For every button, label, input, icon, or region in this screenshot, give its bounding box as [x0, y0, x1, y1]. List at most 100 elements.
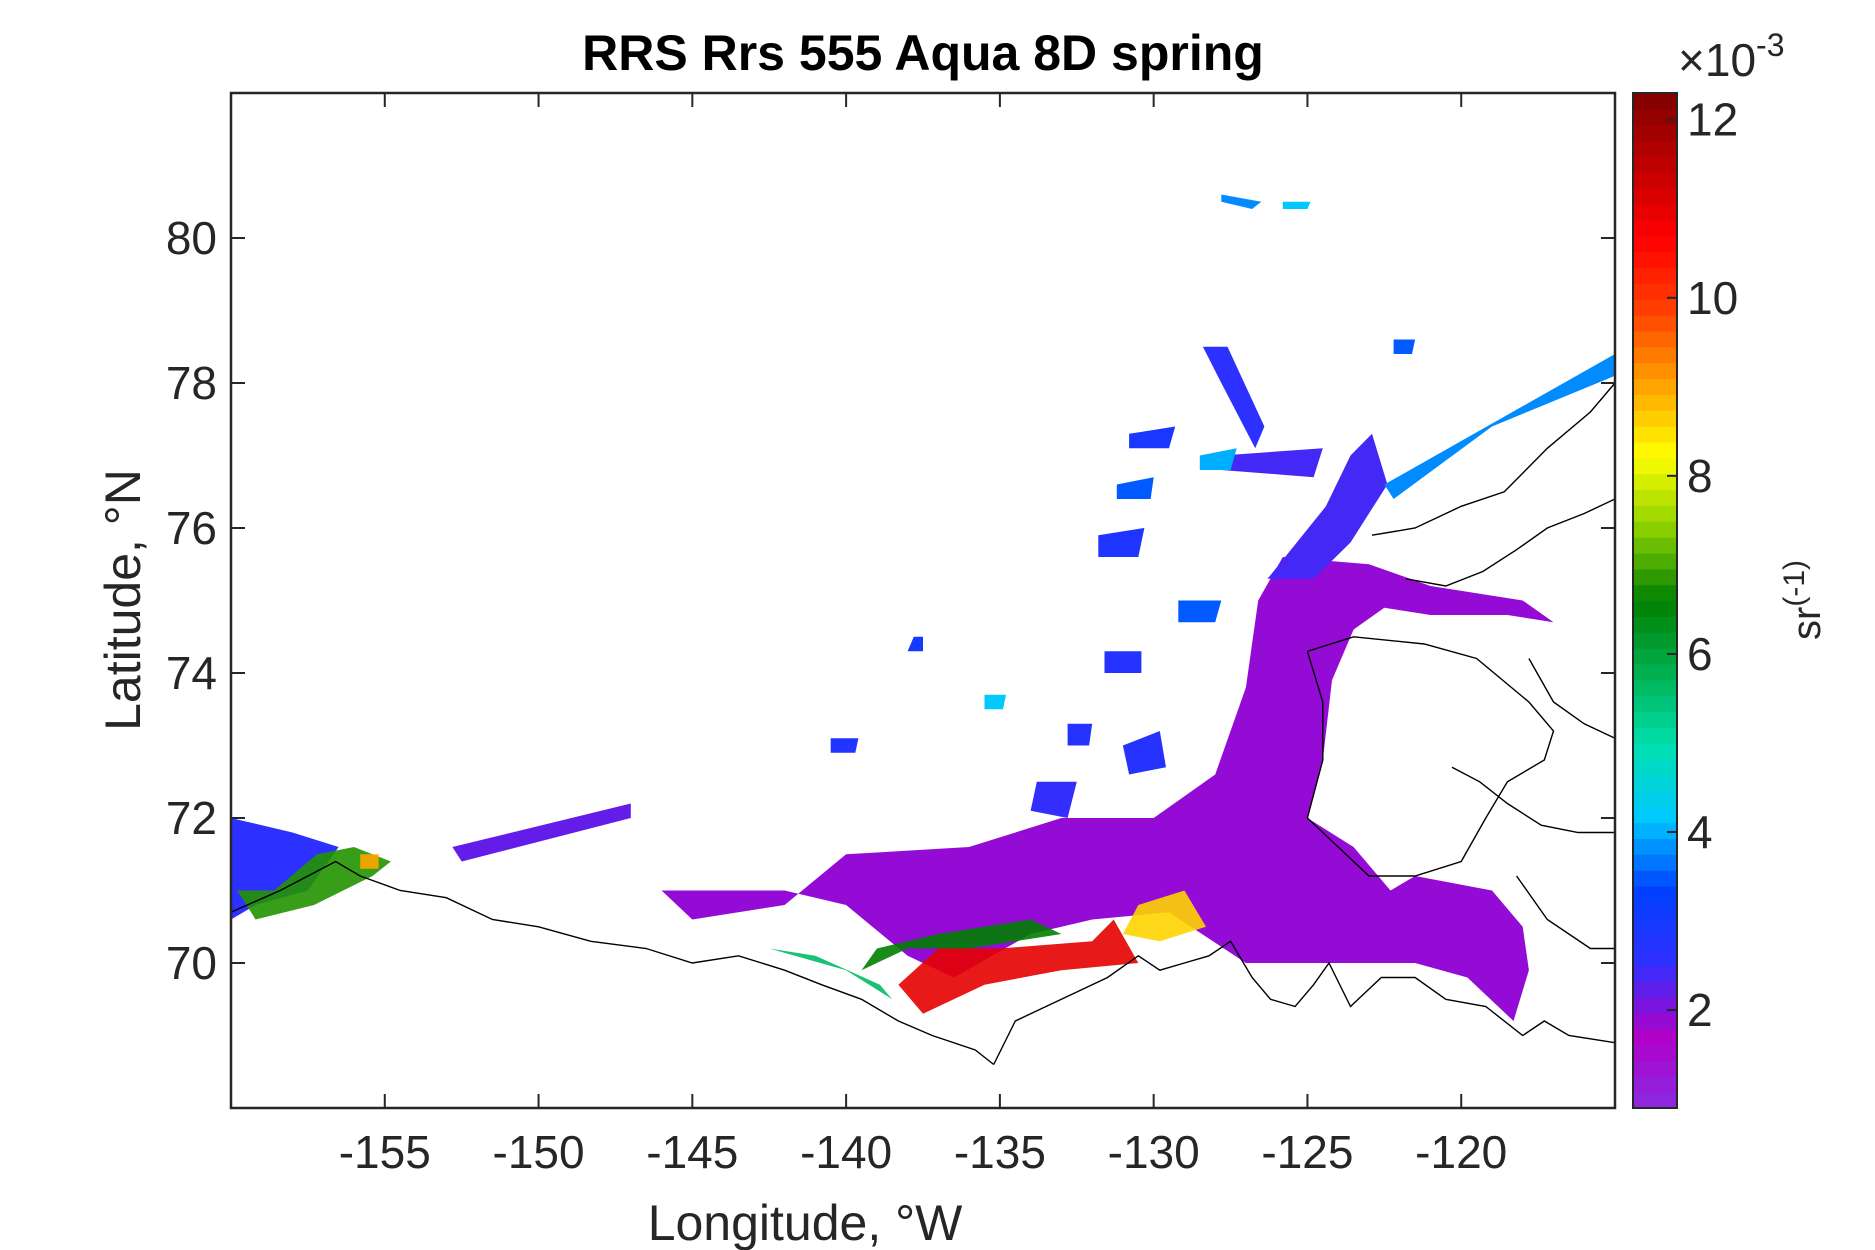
colorbar-swatch — [1633, 283, 1677, 300]
y-tick-label: 70 — [166, 937, 217, 989]
data-region — [452, 803, 631, 862]
colorbar-swatch — [1633, 727, 1677, 744]
colorbar-label: sr(-1) — [1778, 560, 1829, 640]
colorbar-swatch — [1633, 1060, 1677, 1077]
x-tick-label: -155 — [339, 1126, 431, 1178]
y-tick-label: 72 — [166, 792, 217, 844]
colorbar — [1633, 93, 1677, 1109]
coastline — [231, 860, 995, 1066]
colorbar-swatch — [1633, 267, 1677, 284]
colorbar-swatch — [1633, 743, 1677, 760]
x-tick-label: -135 — [954, 1126, 1046, 1178]
y-tick-label: 80 — [166, 212, 217, 264]
colorbar-swatch — [1633, 251, 1677, 269]
colorbar-swatch — [1633, 378, 1677, 395]
colorbar-swatch — [1633, 663, 1677, 681]
data-region — [1122, 731, 1166, 775]
colorbar-swatch — [1633, 949, 1677, 966]
colorbar-swatch — [1633, 695, 1677, 713]
x-tick-label: -125 — [1261, 1126, 1353, 1178]
colorbar-swatch — [1633, 172, 1677, 189]
data-region — [1178, 600, 1222, 623]
colorbar-swatch — [1633, 981, 1677, 998]
colorbar-swatch — [1633, 315, 1677, 332]
colorbar-swatch — [1633, 648, 1677, 665]
colorbar-swatch — [1633, 965, 1677, 982]
colorbar-swatch — [1633, 774, 1677, 792]
data-layer — [231, 194, 1615, 1021]
x-tick-label: -145 — [646, 1126, 738, 1178]
colorbar-swatch — [1633, 933, 1677, 951]
colorbar-swatch — [1633, 632, 1677, 649]
colorbar-swatch — [1633, 330, 1677, 348]
coastline — [1405, 498, 1615, 587]
colorbar-swatch — [1633, 584, 1677, 602]
tick-layer: -155 -150 -145 -140 -135 -130 -125 -120 70 72 74 76… — [166, 93, 1615, 1178]
colorbar-swatch — [1633, 299, 1677, 316]
colorbar-swatch — [1633, 457, 1677, 475]
colorbar-swatch — [1633, 1076, 1677, 1093]
colorbar-multiplier: ×10-3 — [1678, 27, 1784, 86]
colorbar-swatch — [1633, 679, 1677, 697]
colorbar-swatch — [1633, 711, 1677, 728]
colorbar-swatch — [1633, 806, 1677, 824]
coastline — [993, 940, 1615, 1065]
colorbar-label-exponent: (-1) — [1778, 560, 1811, 607]
colorbar-swatch — [1633, 854, 1677, 871]
colorbar-swatch — [1633, 759, 1677, 776]
data-region — [1129, 426, 1176, 449]
data-region — [1221, 194, 1262, 209]
x-tick-label: -120 — [1415, 1126, 1507, 1178]
colorbar-swatch — [1633, 1044, 1677, 1062]
data-region — [1282, 201, 1311, 209]
colorbar-swatch — [1633, 505, 1677, 522]
colorbar-tick-label: 2 — [1687, 984, 1713, 1036]
data-region — [1067, 723, 1093, 746]
data-region — [830, 738, 859, 753]
colorbar-swatch — [1633, 1012, 1677, 1030]
data-highlight — [1122, 890, 1206, 942]
colorbar-swatch — [1633, 838, 1677, 855]
coastline — [1528, 658, 1615, 739]
colorbar-label-base: sr — [1785, 607, 1829, 640]
colorbar-swatch — [1633, 996, 1677, 1014]
data-highlight — [237, 847, 391, 920]
coastline — [1451, 766, 1615, 834]
y-axis-label: Latitude, °N — [95, 469, 151, 731]
data-region — [1384, 354, 1615, 499]
x-axis-label: Longitude, °W — [648, 1195, 963, 1250]
colorbar-swatch — [1633, 346, 1677, 364]
colorbar-swatch — [1633, 188, 1677, 205]
coastline — [1371, 382, 1615, 536]
data-region — [1267, 433, 1388, 579]
colorbar-swatch — [1633, 394, 1677, 411]
colorbar-swatch — [1633, 1028, 1677, 1046]
plot-frame — [229, 91, 1617, 1110]
colorbar-swatch — [1633, 93, 1677, 110]
y-tick-label: 74 — [166, 647, 217, 699]
y-tick-label: 78 — [166, 357, 217, 409]
colorbar-multiplier-base: ×10 — [1678, 34, 1756, 86]
x-tick-label: -130 — [1108, 1126, 1200, 1178]
colorbar-swatch — [1633, 219, 1677, 237]
colorbar-swatch — [1633, 568, 1677, 586]
colorbar-swatch — [1633, 426, 1677, 443]
colorbar-swatch — [1633, 552, 1677, 570]
coastline — [1516, 875, 1615, 950]
colorbar-tick-label: 10 — [1687, 272, 1738, 324]
colorbar-swatch — [1633, 235, 1677, 253]
coastline — [1306, 636, 1555, 877]
y-tick-label: 76 — [166, 502, 217, 554]
colorbar-frame — [1632, 92, 1678, 1109]
data-region — [1202, 346, 1265, 449]
colorbar-swatch — [1633, 362, 1677, 380]
colorbar-swatch — [1633, 521, 1677, 538]
colorbar-swatch — [1633, 204, 1677, 221]
colorbar-swatch — [1633, 156, 1677, 173]
data-highlight — [898, 919, 1139, 1014]
colorbar-swatch — [1633, 901, 1677, 919]
colorbar-swatch — [1633, 489, 1677, 506]
colorbar-swatch — [1633, 870, 1677, 887]
data-region — [661, 557, 1554, 1021]
data-region — [1030, 781, 1077, 818]
